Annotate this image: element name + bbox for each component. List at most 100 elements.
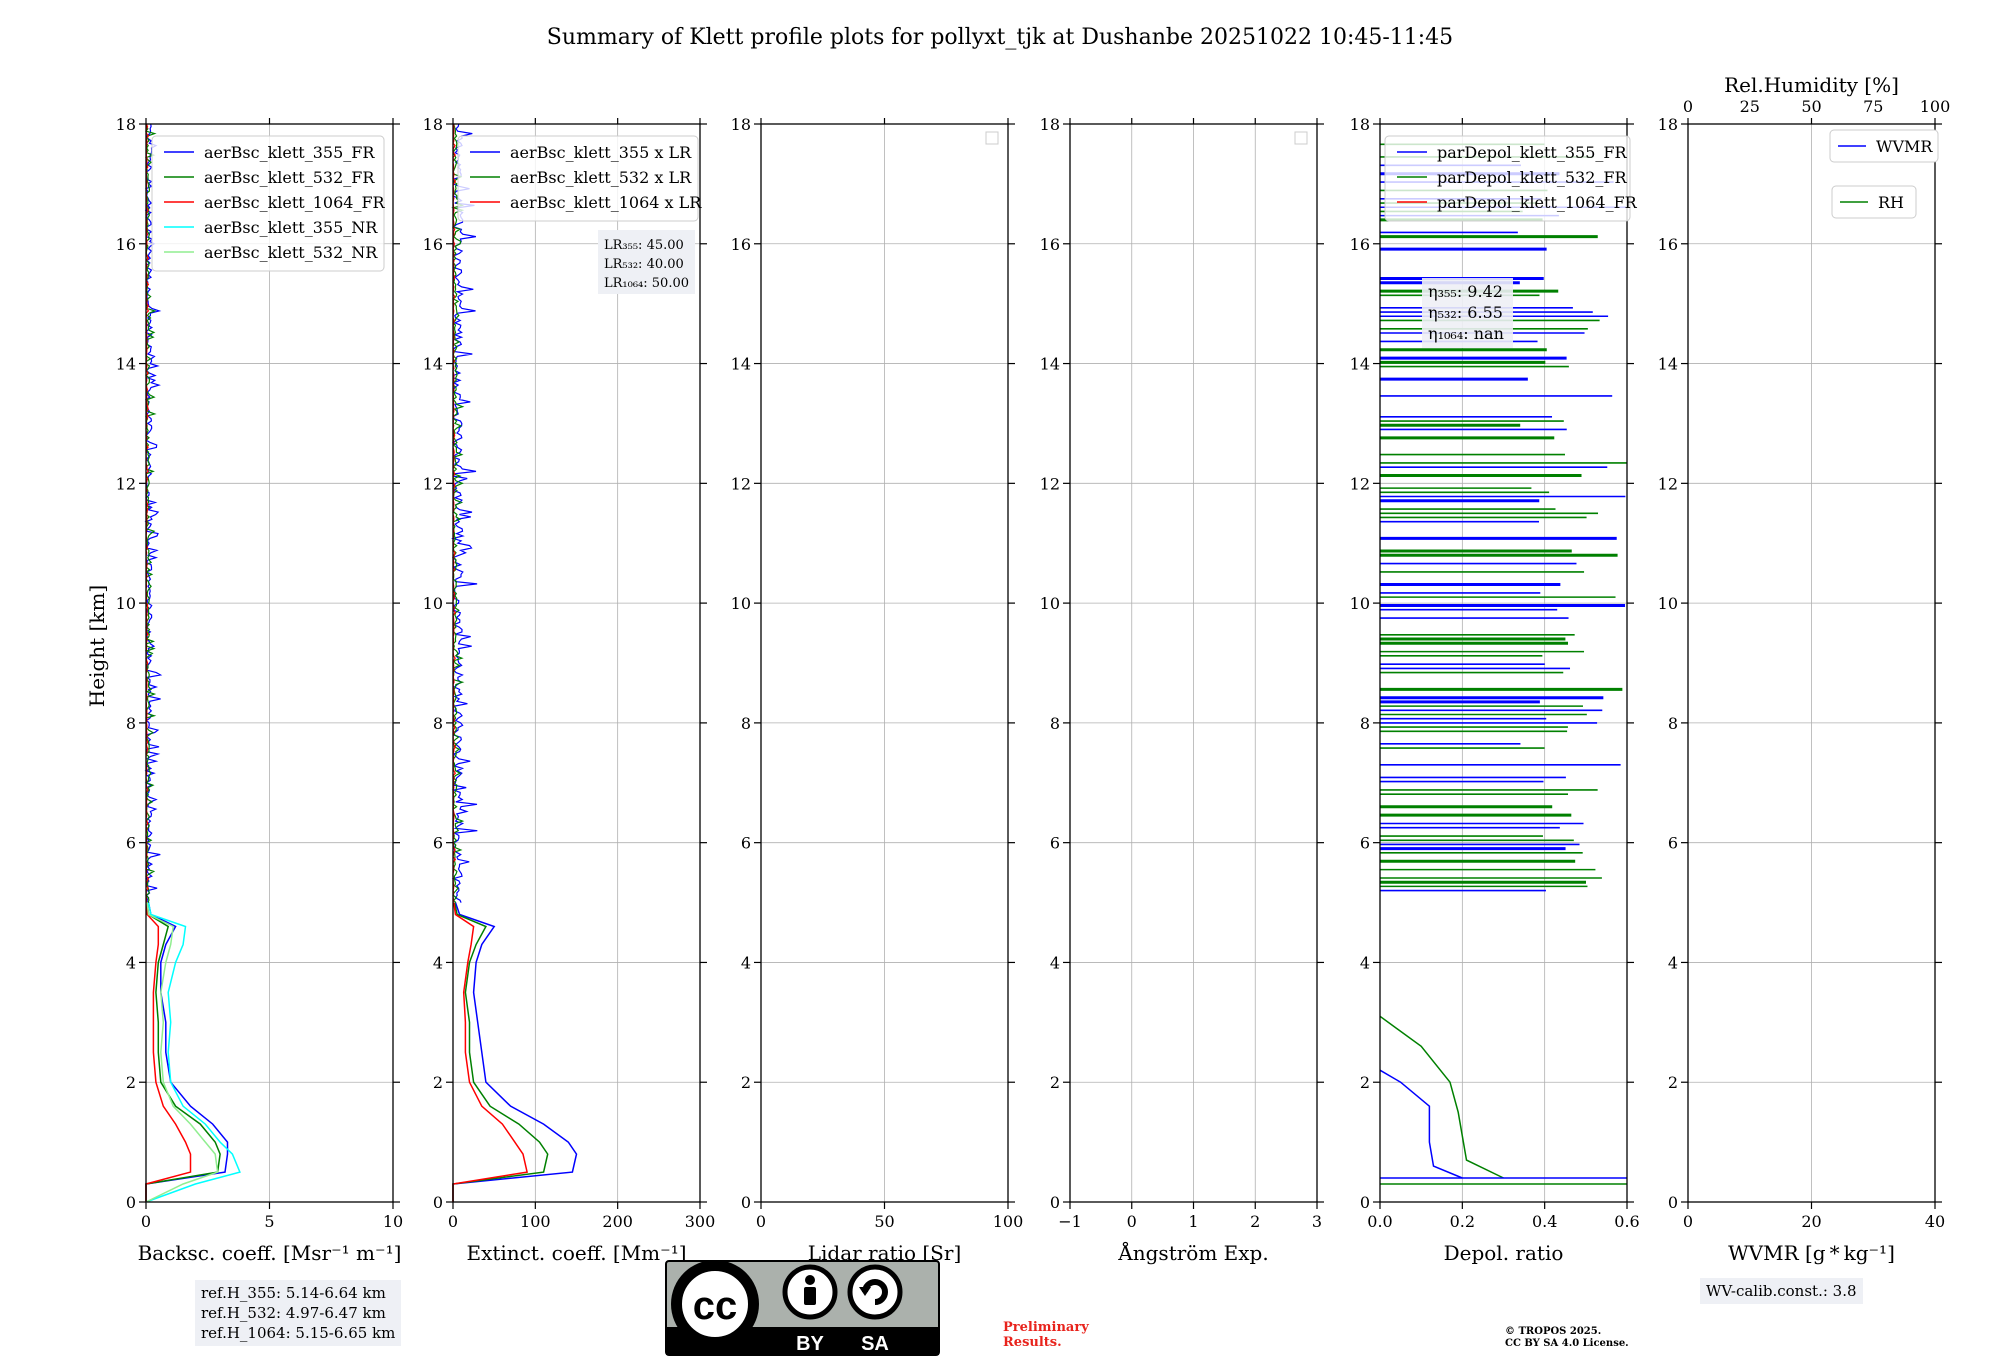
- y-tick-label: 2: [1668, 1073, 1678, 1092]
- lidar-ratio-box: LR₃₅₅: 45.00 LR₅₃₂: 40.00 LR₁₀₆₄: 50.00: [598, 230, 695, 294]
- noise-trace-c532: [451, 123, 465, 904]
- lr-355: LR₃₅₅: 45.00: [604, 238, 684, 253]
- x-tick-label: 0: [756, 1212, 766, 1231]
- y-tick-label: 8: [1360, 714, 1370, 733]
- top-tick-label: 25: [1740, 97, 1760, 116]
- ref-height-1064: ref.H_1064: 5.15-6.65 km: [201, 1324, 396, 1342]
- y-axis-label: Height [km]: [85, 585, 109, 707]
- y-tick-label: 4: [1360, 953, 1370, 972]
- legend-label: parDepol_klett_532_FR: [1437, 168, 1628, 187]
- x-tick-label: 0: [448, 1212, 458, 1231]
- y-tick-label: 6: [1050, 834, 1060, 853]
- eta-1064: η₁₀₆₄: nan: [1428, 324, 1504, 343]
- y-tick-label: 0: [1668, 1193, 1678, 1212]
- y-tick-label: 4: [1050, 953, 1060, 972]
- top-axis-label: Rel.Humidity [%]: [1724, 73, 1899, 97]
- y-tick-label: 0: [741, 1193, 751, 1212]
- x-tick-label: 2: [1250, 1212, 1260, 1231]
- y-tick-label: 2: [1360, 1073, 1370, 1092]
- profile-aerBsc-klett-1064-FR: [145, 902, 192, 1202]
- by-label: BY: [796, 1333, 824, 1355]
- copyright-line-1: © TROPOS 2025.: [1505, 1326, 1602, 1337]
- top-tick-label: 50: [1801, 97, 1821, 116]
- noise-trace-c355: [450, 123, 478, 903]
- x-tick-label: 0: [1127, 1212, 1137, 1231]
- y-tick-label: 10: [423, 594, 443, 613]
- y-tick-label: 14: [1350, 355, 1370, 374]
- y-tick-label: 10: [116, 594, 136, 613]
- copyright-note: © TROPOS 2025. CC BY SA 4.0 License.: [1505, 1326, 1629, 1350]
- profile-aerBsc-klett-355-FR: [145, 902, 229, 1202]
- y-tick-label: 8: [1050, 714, 1060, 733]
- axes-frame: [452, 123, 701, 1203]
- y-tick-label: 10: [1658, 594, 1678, 613]
- legend-label: aerBsc_klett_355 x LR: [510, 143, 692, 162]
- y-tick-label: 16: [731, 235, 751, 254]
- y-tick-label: 2: [126, 1073, 136, 1092]
- y-tick-label: 18: [1350, 115, 1370, 134]
- profile-parDepol-klett-355-FR: [1379, 1069, 1463, 1179]
- y-tick-label: 12: [731, 474, 751, 493]
- y-tick-label: 2: [741, 1073, 751, 1092]
- y-tick-label: 12: [423, 474, 443, 493]
- wv-calibration-text: WV-calib.const.: 3.8: [1706, 1282, 1857, 1300]
- profile-aerBsc-klett-355-x-LR: [452, 902, 578, 1202]
- y-tick-label: 18: [116, 115, 136, 134]
- axes-frame: [145, 123, 394, 1203]
- eta-box-bg: [1422, 278, 1513, 348]
- y-tick-label: 6: [433, 834, 443, 853]
- x-tick-label: 10: [383, 1212, 403, 1231]
- sa-label: SA: [861, 1333, 889, 1355]
- top-tick-label: 0: [1683, 97, 1693, 116]
- y-tick-label: 14: [1040, 355, 1060, 374]
- cc-license-badge: cc BY SA: [665, 1260, 940, 1356]
- y-tick-label: 18: [731, 115, 751, 134]
- share-alike-icon: [847, 1264, 903, 1320]
- profile-aerBsc-klett-1064-x-LR: [452, 902, 529, 1202]
- y-tick-label: 16: [1040, 235, 1060, 254]
- y-tick-label: 14: [1658, 355, 1678, 374]
- y-tick-label: 4: [1668, 953, 1678, 972]
- axes-frame: [1379, 123, 1628, 1203]
- legend-label: parDepol_klett_355_FR: [1437, 143, 1628, 162]
- x-tick-label: 0.2: [1450, 1212, 1475, 1231]
- y-tick-label: 8: [1668, 714, 1678, 733]
- x-tick-label: 20: [1801, 1212, 1821, 1231]
- lr-532: LR₅₃₂: 40.00: [604, 257, 684, 272]
- x-tick-label: −1: [1058, 1212, 1082, 1231]
- reference-heights-box: ref.H_355: 5.14-6.64 km ref.H_532: 4.97-…: [195, 1280, 402, 1346]
- x-tick-label: 100: [520, 1212, 551, 1231]
- y-tick-label: 12: [116, 474, 136, 493]
- y-tick-label: 6: [1668, 834, 1678, 853]
- figure-title: Summary of Klett profile plots for polly…: [547, 25, 1453, 50]
- empty-legend: [1294, 131, 1308, 145]
- x-axis-label: Depol. ratio: [1444, 1241, 1564, 1265]
- y-tick-label: 10: [1040, 594, 1060, 613]
- y-tick-label: 4: [433, 953, 443, 972]
- y-tick-label: 18: [1658, 115, 1678, 134]
- panel-2: 0 100 200 300 0 2 4 6 8 10 12 14 16 18 Extinct. coeff.…: [423, 115, 716, 1265]
- x-axis-label: Backsc. coeff. [Msr⁻¹ m⁻¹]: [138, 1241, 402, 1265]
- y-tick-label: 16: [1658, 235, 1678, 254]
- legend-frame: [151, 135, 385, 272]
- x-tick-label: 300: [685, 1212, 716, 1231]
- legend-label: WVMR: [1876, 137, 1933, 156]
- profile-aerBsc-klett-532-NR: [145, 902, 219, 1203]
- legend-frame: [1384, 135, 1631, 222]
- profile-aerBsc-klett-532-FR: [145, 902, 221, 1202]
- legend-label: aerBsc_klett_355_NR: [204, 218, 378, 237]
- eta-box: η₃₅₅: 9.42 η₅₃₂: 6.55 η₁₀₆₄: nan: [1422, 278, 1513, 348]
- x-tick-label: 0.4: [1532, 1212, 1557, 1231]
- legend-frame: [1829, 129, 1939, 163]
- ref-height-532: ref.H_532: 4.97-6.47 km: [201, 1304, 386, 1322]
- y-tick-label: 14: [423, 355, 443, 374]
- legend: parDepol_klett_355_FR parDepol_klett_532_…: [1384, 135, 1638, 222]
- y-tick-label: 18: [423, 115, 443, 134]
- y-tick-label: 0: [433, 1193, 443, 1212]
- legend-label: parDepol_klett_1064_FR: [1437, 193, 1638, 212]
- legend-label: RH: [1878, 193, 1904, 212]
- y-tick-label: 0: [1360, 1193, 1370, 1212]
- panel-5: 0.0 0.2 0.4 0.6 0 2 4 6 8 10 12 14 16 18 Depol. ratio p…: [1350, 115, 1640, 1265]
- legend-frame: [457, 135, 699, 222]
- x-tick-label: 200: [602, 1212, 633, 1231]
